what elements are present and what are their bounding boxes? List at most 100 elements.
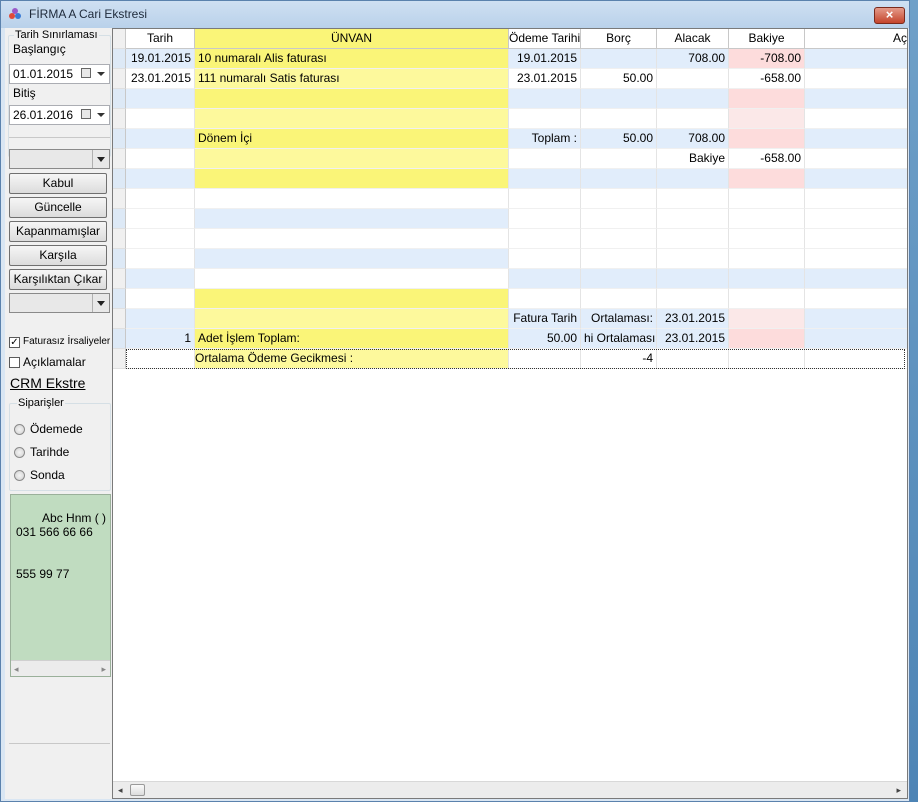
crm-ekstre-link[interactable]: CRM Ekstre	[10, 375, 86, 391]
grid-cell[interactable]	[126, 149, 195, 169]
grid-cell[interactable]	[657, 89, 729, 109]
grid-cell[interactable]: 19.01.2015	[509, 49, 581, 69]
grid-cell[interactable]	[729, 169, 805, 189]
grid-cell[interactable]	[729, 349, 805, 369]
grid-cell[interactable]	[126, 249, 195, 269]
grid-cell[interactable]	[657, 289, 729, 309]
grid-cell[interactable]	[729, 209, 805, 229]
grid-cell[interactable]	[126, 109, 195, 129]
grid-cell[interactable]	[657, 189, 729, 209]
grid-cell[interactable]	[509, 209, 581, 229]
row-header[interactable]	[113, 329, 126, 349]
row-header[interactable]	[113, 129, 126, 149]
chevron-down-icon[interactable]	[92, 294, 109, 312]
grid-cell[interactable]	[581, 149, 657, 169]
grid-cell[interactable]	[509, 149, 581, 169]
grid-cell[interactable]	[729, 229, 805, 249]
grid-cell[interactable]	[729, 309, 805, 329]
grid-cell[interactable]	[581, 269, 657, 289]
grid-cell[interactable]	[657, 249, 729, 269]
grid-cell[interactable]	[805, 209, 907, 229]
grid-cell[interactable]: Ortalaması:	[581, 309, 657, 329]
grid-cell[interactable]	[805, 89, 907, 109]
grid-cell[interactable]	[805, 149, 907, 169]
radio-sonda[interactable]	[14, 470, 25, 481]
scroll-right-icon[interactable]: ▸	[896, 785, 901, 795]
grid-cell[interactable]	[195, 109, 509, 129]
row-header[interactable]	[113, 49, 126, 69]
grid-cell[interactable]	[729, 329, 805, 349]
grid-cell[interactable]: 1	[126, 329, 195, 349]
column-header[interactable]: Bakiye	[729, 29, 805, 49]
grid-cell[interactable]	[805, 189, 907, 209]
column-header[interactable]: Ödeme Tarihi	[509, 29, 581, 49]
faturasiz-irsaliyeler-checkbox[interactable]: ✓	[9, 337, 20, 348]
filter-dropdown-2[interactable]	[9, 293, 110, 313]
row-header[interactable]	[113, 349, 126, 369]
grid-cell[interactable]: -4	[581, 349, 657, 369]
row-header[interactable]	[113, 269, 126, 289]
scroll-left-icon[interactable]: ◂	[118, 785, 123, 795]
row-header[interactable]	[113, 69, 126, 89]
grid-cell[interactable]	[729, 89, 805, 109]
grid-cell[interactable]	[126, 209, 195, 229]
grid-cell[interactable]	[581, 89, 657, 109]
grid-cell[interactable]	[195, 309, 509, 329]
column-header[interactable]: Alacak	[657, 29, 729, 49]
grid-cell[interactable]: Bakiye	[657, 149, 729, 169]
scroll-thumb[interactable]	[130, 784, 145, 796]
row-header[interactable]	[113, 289, 126, 309]
column-header[interactable]: Tarih	[126, 29, 195, 49]
grid-cell[interactable]: Ortalama Ödeme Gecikmesi :	[195, 349, 509, 369]
row-header[interactable]	[113, 169, 126, 189]
column-header[interactable]: ÜNVAN	[195, 29, 509, 49]
grid-cell[interactable]	[657, 169, 729, 189]
column-header[interactable]: Borç	[581, 29, 657, 49]
grid-cell[interactable]	[126, 189, 195, 209]
grid-cell[interactable]	[126, 309, 195, 329]
grid-cell[interactable]	[509, 109, 581, 129]
grid-horizontal-scrollbar[interactable]: ◂ ▸	[113, 781, 907, 798]
grid-cell[interactable]	[805, 249, 907, 269]
karsiliktan-cikar-button[interactable]: Karşılıktan Çıkar	[9, 269, 107, 290]
grid-cell[interactable]	[581, 109, 657, 129]
grid-cell[interactable]	[581, 209, 657, 229]
grid-cell[interactable]: 23.01.2015	[657, 329, 729, 349]
grid-cell[interactable]	[657, 69, 729, 89]
grid-cell[interactable]: 23.01.2015	[126, 69, 195, 89]
chevron-down-icon[interactable]	[97, 113, 105, 117]
grid-cell[interactable]	[729, 109, 805, 129]
grid-cell[interactable]	[509, 249, 581, 269]
row-header[interactable]	[113, 249, 126, 269]
grid-cell[interactable]	[509, 169, 581, 189]
filter-dropdown-1[interactable]	[9, 149, 110, 169]
row-header[interactable]	[113, 229, 126, 249]
grid-cell[interactable]: 50.00	[581, 69, 657, 89]
grid-cell[interactable]: 708.00	[657, 49, 729, 69]
grid-cell[interactable]	[729, 129, 805, 149]
grid-cell[interactable]	[657, 349, 729, 369]
row-header[interactable]	[113, 149, 126, 169]
grid-cell[interactable]	[581, 289, 657, 309]
grid-cell[interactable]	[126, 229, 195, 249]
aciklamalar-checkbox[interactable]	[9, 357, 20, 368]
grid-cell[interactable]	[581, 189, 657, 209]
grid-cell[interactable]	[509, 289, 581, 309]
statement-grid[interactable]: ◂ ▸ Tarih ÜNVAN Ödeme Tarihi Borç Alacak Baki…	[112, 28, 908, 799]
grid-cell[interactable]	[805, 109, 907, 129]
grid-cell[interactable]	[126, 289, 195, 309]
grid-cell[interactable]: 50.00	[581, 129, 657, 149]
row-header[interactable]	[113, 109, 126, 129]
grid-cell[interactable]	[195, 189, 509, 209]
grid-cell[interactable]	[195, 229, 509, 249]
column-header[interactable]: Aç	[805, 29, 907, 49]
chevron-down-icon[interactable]	[97, 72, 105, 76]
grid-cell[interactable]: Toplam :	[509, 129, 581, 149]
scroll-right-icon[interactable]: ▸	[101, 664, 106, 674]
grid-cell[interactable]: hi Ortalaması :	[581, 329, 657, 349]
row-header[interactable]	[113, 209, 126, 229]
grid-cell[interactable]	[126, 169, 195, 189]
grid-cell[interactable]: 10 numaralı Alis faturası	[195, 49, 509, 69]
close-button[interactable]: ×	[874, 7, 905, 24]
grid-cell[interactable]	[509, 189, 581, 209]
